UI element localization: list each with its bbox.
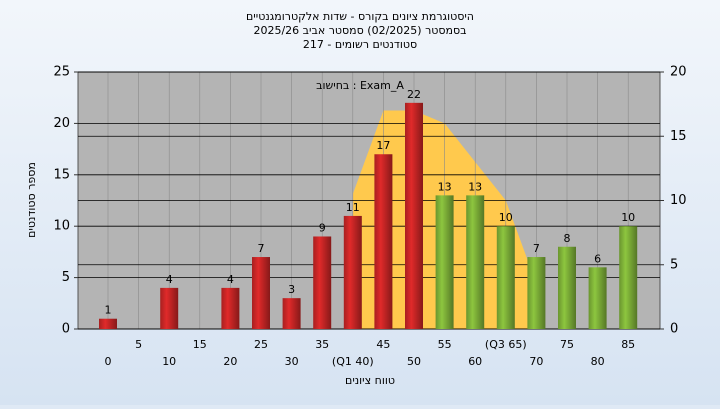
y-tick-label: 5	[62, 270, 70, 285]
data-label: 22	[407, 88, 421, 101]
x-tick-label: 45	[376, 338, 390, 351]
bar	[252, 257, 270, 329]
y2-tick-label: 0	[670, 322, 678, 337]
data-label: 11	[346, 201, 360, 214]
y-axis-label: מספר סטודנטים	[25, 162, 38, 238]
data-label: 7	[258, 242, 265, 255]
bar	[343, 215, 362, 329]
data-label: 1	[105, 304, 112, 317]
y-tick-label: 20	[53, 116, 70, 131]
x-tick-label: (Q3 65)	[485, 338, 527, 351]
y-tick-label: 0	[62, 322, 70, 337]
x-tick-label: 15	[193, 338, 207, 351]
bar	[160, 287, 179, 329]
bar	[313, 236, 332, 329]
bar	[588, 267, 607, 329]
chart-subtitle: בסמסטר (02/2025) סמסטר אביב 2025/26	[253, 24, 466, 37]
x-tick-label: 5	[135, 338, 142, 351]
y-tick-label: 15	[53, 167, 70, 182]
bar	[374, 154, 393, 329]
bar	[99, 318, 117, 329]
y2-tick-label: 5	[670, 257, 678, 272]
data-label: 4	[166, 273, 173, 286]
data-label: 4	[227, 273, 234, 286]
x-tick-label: 70	[529, 355, 543, 368]
data-label: 17	[376, 139, 390, 152]
data-label: 7	[533, 242, 540, 255]
x-tick-label: (Q1 40)	[332, 355, 374, 368]
data-label: 10	[499, 211, 513, 224]
y2-tick-label: 10	[670, 193, 687, 208]
chart-subtitle: סטודנטים רשומים - 217	[303, 38, 417, 51]
y2-tick-label: 20	[670, 65, 687, 80]
x-axis-label: טווח ציונים	[345, 374, 395, 387]
x-tick-label: 30	[285, 355, 299, 368]
bar	[466, 195, 485, 329]
x-tick-label: 35	[315, 338, 329, 351]
x-tick-label: 55	[438, 338, 452, 351]
y-tick-label: 25	[53, 65, 70, 80]
x-tick-label: 0	[105, 355, 112, 368]
bar	[221, 287, 240, 329]
x-tick-label: 25	[254, 338, 268, 351]
x-tick-label: 50	[407, 355, 421, 368]
bar	[558, 246, 576, 329]
y2-tick-label: 15	[670, 129, 687, 144]
data-label: 8	[564, 232, 571, 245]
y-tick-label: 10	[53, 219, 70, 234]
bar	[282, 298, 301, 329]
data-label: 13	[438, 180, 452, 193]
bar	[435, 195, 454, 329]
x-tick-label: 10	[162, 355, 176, 368]
x-tick-label: 75	[560, 338, 574, 351]
data-label: 3	[288, 283, 295, 296]
x-tick-label: 60	[468, 355, 482, 368]
chart-title: היסטוגרמת ציונים בקורס - שדות אלקטרומגנט…	[246, 10, 474, 23]
data-label: 13	[468, 180, 482, 193]
bar	[496, 226, 515, 329]
data-label: 9	[319, 221, 326, 234]
annotation: בחישוב : Exam_A	[316, 79, 404, 92]
bar	[619, 226, 638, 329]
bar	[527, 257, 546, 329]
data-label: 6	[594, 252, 601, 265]
data-label: 10	[621, 211, 635, 224]
x-tick-label: 80	[591, 355, 605, 368]
x-tick-label: 85	[621, 338, 635, 351]
x-tick-label: 20	[223, 355, 237, 368]
bar	[405, 102, 423, 329]
